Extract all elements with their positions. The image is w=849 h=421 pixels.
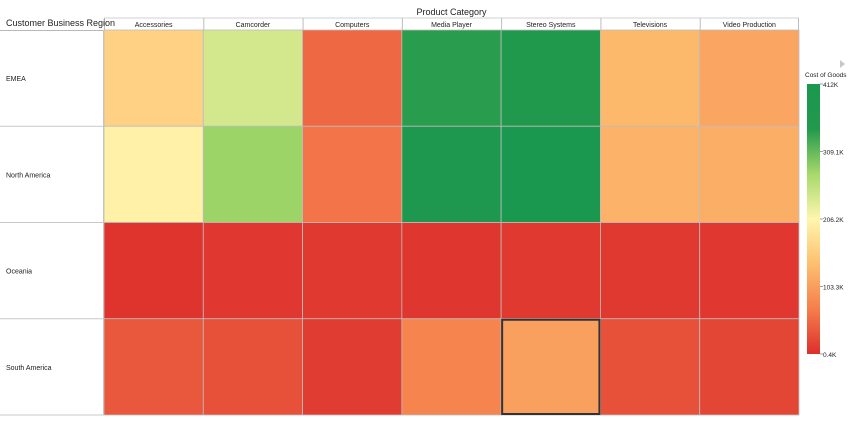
column-label-camcorder: Camcorder <box>236 22 271 29</box>
heatmap-cell-oceania-video-production[interactable]: Oceania / Video Production: 8000 <box>699 222 800 320</box>
highlighted-cell-outline <box>501 318 601 415</box>
heatmap-cell-oceania-accessories[interactable]: Oceania / Accessories: 5000 <box>103 222 204 320</box>
heatmap-cell-south-america-accessories[interactable]: South America / Accessories: 35000 <box>103 318 204 416</box>
heatmap-cell-north-america-accessories[interactable]: North America / Accessories: 200000 <box>103 125 204 223</box>
heatmap-cell-south-america-stereo-systems[interactable]: South America / Stereo Systems: 105000 <box>500 318 601 416</box>
row-axis-title: Customer Business Region <box>6 18 115 28</box>
heatmap-cell-oceania-stereo-systems[interactable]: Oceania / Stereo Systems: 10000 <box>500 222 601 320</box>
legend-tick-label: 206.2K <box>823 217 844 224</box>
color-legend: Cost of Goods 412K 309.1K 206.2K 103.3K 0.4K <box>805 60 847 359</box>
row-label-oceania: Oceania <box>6 269 32 276</box>
heatmap-cell-emea-computers[interactable]: EMEA / Computers: 50000 <box>302 29 403 127</box>
heatmap-cell-north-america-stereo-systems[interactable]: North America / Stereo Systems: 400000 <box>500 125 601 223</box>
column-label-video-production: Video Production <box>723 22 776 29</box>
column-label-televisions: Televisions <box>633 22 668 29</box>
heatmap-cell-oceania-computers[interactable]: Oceania / Computers: 9000 <box>302 222 403 320</box>
heatmap-cell-emea-media-player[interactable]: EMEA / Media Player: 340000 <box>401 29 502 127</box>
legend-expand-icon[interactable] <box>840 60 845 68</box>
heatmap-cell-emea-video-production[interactable]: EMEA / Video Production: 110000 <box>699 29 800 127</box>
row-label-emea: EMEA <box>6 76 26 83</box>
heatmap-cell-oceania-camcorder[interactable]: Oceania / Camcorder: 8000 <box>202 222 303 320</box>
row-label-south-america: South America <box>6 365 52 372</box>
heatmap-cell-south-america-media-player[interactable]: South America / Media Player: 75000 <box>401 318 502 416</box>
heatmap-cell-oceania-media-player[interactable]: Oceania / Media Player: 7000 <box>401 222 502 320</box>
row-label-north-america: North America <box>6 172 50 179</box>
heatmap-cell-south-america-computers[interactable]: South America / Computers: 12000 <box>302 318 403 416</box>
row-label-group: EMEA North America Oceania South America <box>0 30 104 416</box>
column-label-computers: Computers <box>335 22 370 29</box>
column-header-group: Accessories Camcorder Computers Media Playe… <box>0 17 799 31</box>
heatmap-cell-north-america-media-player[interactable]: North America / Media Player: 380000 <box>401 125 502 223</box>
heatmap-cell-oceania-televisions[interactable]: Oceania / Televisions: 9000 <box>600 222 701 320</box>
heatmap-cell-north-america-camcorder[interactable]: North America / Camcorder: 280000 <box>202 125 303 223</box>
heatmap-cell-north-america-televisions[interactable]: North America / Televisions: 125000 <box>600 125 701 223</box>
column-label-stereo-systems: Stereo Systems <box>526 22 576 29</box>
legend-title: Cost of Goods <box>805 72 847 79</box>
column-axis-title: Product Category <box>416 7 487 17</box>
heatmap-cell-emea-accessories[interactable]: EMEA / Accessories: 160000 <box>103 29 204 127</box>
heatmap-cell-emea-stereo-systems[interactable]: EMEA / Stereo Systems: 360000 <box>500 29 601 127</box>
column-label-media-player: Media Player <box>431 22 473 29</box>
heatmap-cell-emea-televisions[interactable]: EMEA / Televisions: 130000 <box>600 29 701 127</box>
heatmap-cells: EMEA / Accessories: 160000EMEA / Camcord… <box>103 29 800 416</box>
heatmap-cell-emea-camcorder[interactable]: EMEA / Camcorder: 240000 <box>202 29 303 127</box>
legend-tick-label: 0.4K <box>823 352 837 359</box>
legend-tick-label: 103.3K <box>823 285 844 292</box>
column-label-accessories: Accessories <box>135 22 173 29</box>
legend-tick-label: 309.1K <box>823 150 844 157</box>
heatmap-cell-north-america-computers[interactable]: North America / Computers: 60000 <box>302 125 403 223</box>
heatmap-cell-south-america-televisions[interactable]: South America / Televisions: 30000 <box>600 318 701 416</box>
heatmap-cell-north-america-video-production[interactable]: North America / Video Production: 120000 <box>699 125 800 223</box>
legend-tick-label: 412K <box>823 82 839 89</box>
legend-color-bar <box>807 84 820 354</box>
heatmap-cell-south-america-camcorder[interactable]: South America / Camcorder: 30000 <box>202 318 303 416</box>
heatmap-cell-south-america-video-production[interactable]: South America / Video Production: 20000 <box>699 318 800 416</box>
